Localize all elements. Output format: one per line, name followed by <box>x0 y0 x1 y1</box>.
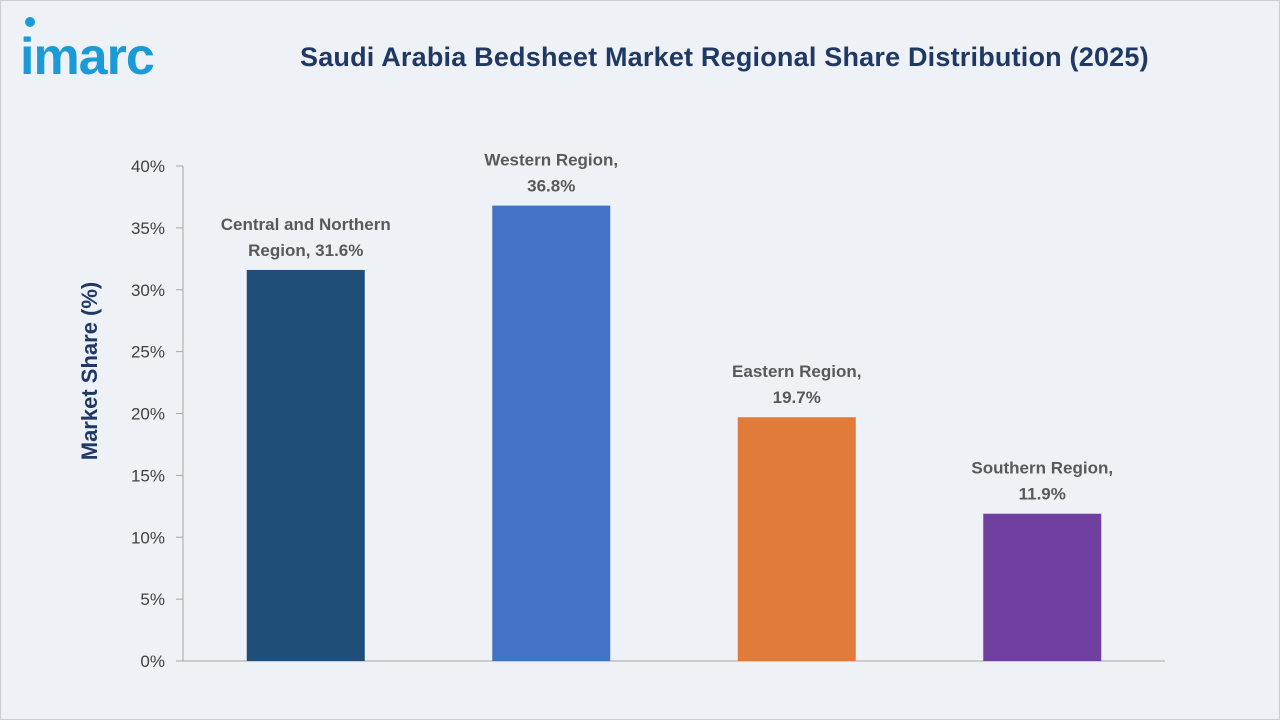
chart-title: Saudi Arabia Bedsheet Market Regional Sh… <box>300 42 1149 72</box>
y-tick-label: 35% <box>131 219 165 238</box>
y-tick-label: 10% <box>131 528 165 547</box>
y-tick-label: 5% <box>140 590 165 609</box>
bar-label-4: Southern Region, 11.9% <box>971 459 1113 504</box>
y-tick-label: 25% <box>131 343 165 362</box>
bars <box>246 205 1102 661</box>
y-tick-label: 15% <box>131 466 165 485</box>
bar-4 <box>983 513 1102 661</box>
logo-dot <box>25 17 35 27</box>
y-tick-label: 40% <box>131 157 165 176</box>
bar-3 <box>737 417 856 661</box>
bar-1 <box>246 269 365 661</box>
y-axis-title: Market Share (%) <box>77 282 102 461</box>
y-tick-label: 0% <box>140 652 165 671</box>
y-tick-label: 30% <box>131 281 165 300</box>
y-tick-label: 20% <box>131 405 165 424</box>
imarc-logo: imarc <box>20 17 155 84</box>
bar-label-1: Central and Northern Region, 31.6% <box>221 215 391 260</box>
logo-text: imarc <box>20 28 154 84</box>
bar-label-2: Western Region, 36.8% <box>484 151 618 196</box>
bar-2 <box>492 205 611 661</box>
bar-label-3: Eastern Region, 19.7% <box>732 362 861 407</box>
data-labels: Central and Northern Region, 31.6% Western… <box>221 151 1113 504</box>
